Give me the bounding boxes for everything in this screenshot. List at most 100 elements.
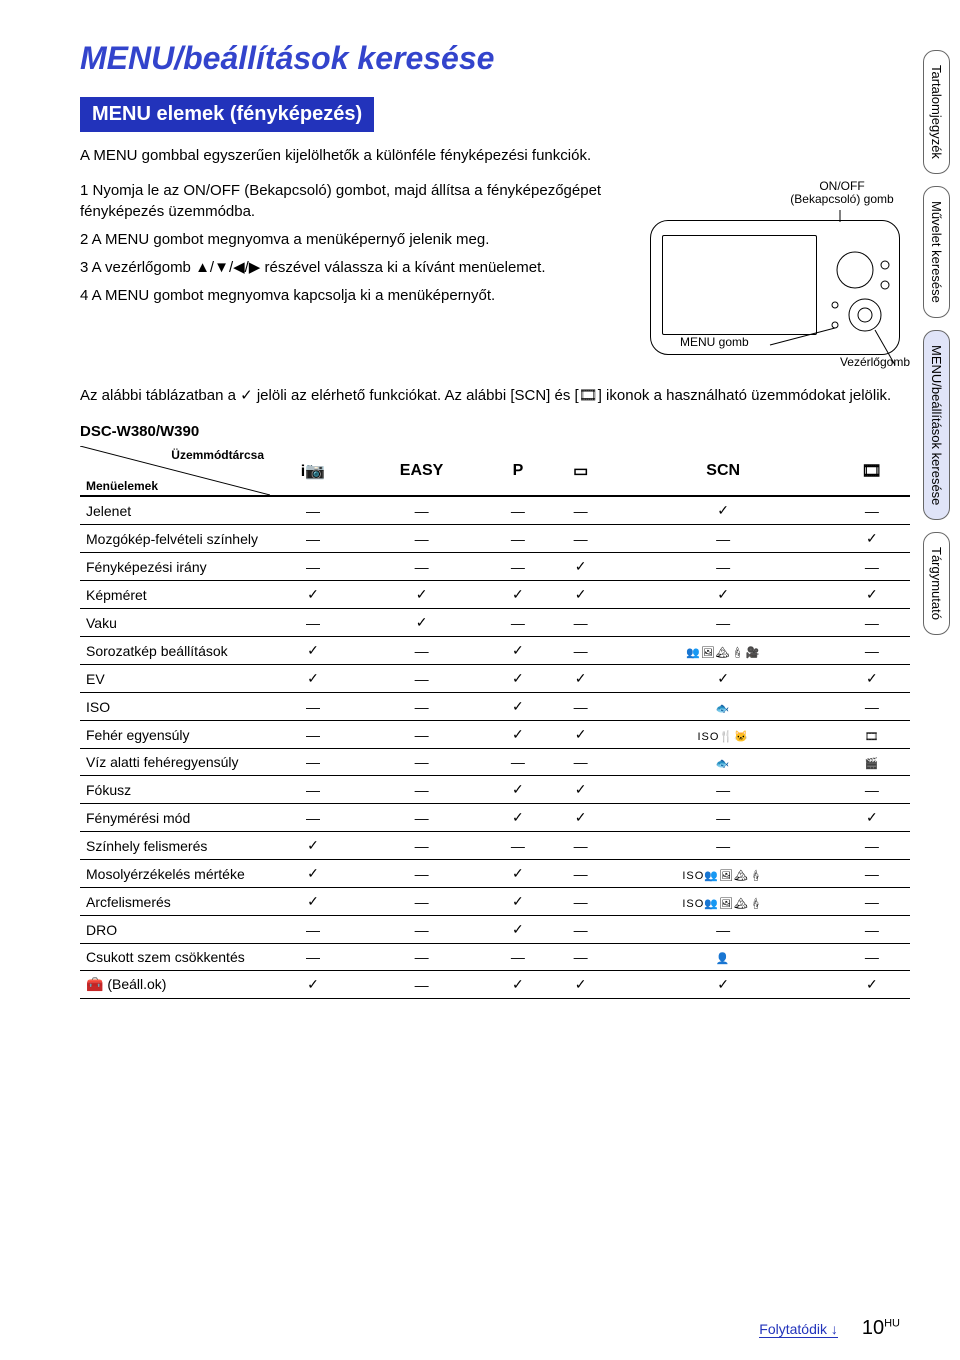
table-diag-header: Üzemmódtárcsa Menüelemek: [80, 446, 270, 496]
row-label: Fénymérési mód: [80, 804, 270, 832]
row-cell: ✓: [549, 776, 613, 804]
row-label: Fényképezési irány: [80, 553, 270, 581]
table-row: Fénymérési mód——✓✓—✓: [80, 804, 910, 832]
row-label: ISO: [80, 693, 270, 721]
row-label: 🧰 (Beáll.ok): [80, 971, 270, 999]
row-cell: —: [356, 749, 487, 776]
table-row: EV✓—✓✓✓✓: [80, 665, 910, 693]
row-label: Mozgókép-felvételi színhely: [80, 525, 270, 553]
row-cell: —: [834, 693, 910, 721]
row-cell: ✓: [270, 637, 356, 665]
row-cell: —: [613, 776, 834, 804]
row-cell: ✓: [834, 971, 910, 999]
tab-tartalomjegyzek[interactable]: Tartalomjegyzék: [923, 50, 950, 174]
row-cell: ✓: [613, 496, 834, 525]
row-cell: ISO🍴🐱: [613, 721, 834, 749]
row-cell: ✓: [549, 581, 613, 609]
row-cell: —: [356, 888, 487, 916]
row-cell: —: [549, 609, 613, 637]
row-cell: ✓: [487, 888, 548, 916]
table-row: Mozgókép-felvételi színhely—————✓: [80, 525, 910, 553]
row-cell: ✓: [270, 971, 356, 999]
note-text: Az alábbi táblázatban a ✓ jelöli az elér…: [80, 386, 910, 406]
row-cell: 🐟: [613, 749, 834, 776]
row-cell: —: [356, 971, 487, 999]
row-cell: —: [487, 553, 548, 581]
row-cell: —: [270, 609, 356, 637]
row-cell: —: [356, 916, 487, 944]
row-cell: —: [549, 888, 613, 916]
tab-targymutato[interactable]: Tárgymutató: [923, 532, 950, 635]
row-cell: ✓: [487, 637, 548, 665]
row-cell: ✓: [487, 581, 548, 609]
page-title: MENU/beállítások keresése: [80, 40, 910, 77]
direction-arrows-icon: ▲/▼/◀/▶: [195, 259, 260, 276]
row-cell: ✓: [270, 581, 356, 609]
row-cell: —: [487, 496, 548, 525]
row-label: Fókusz: [80, 776, 270, 804]
row-cell: —: [834, 776, 910, 804]
row-cell: —: [549, 693, 613, 721]
tab-menu-beallitasok[interactable]: MENU/beállítások keresése: [923, 330, 950, 520]
camera-diagram: ON/OFF (Bekapcsoló) gomb ME: [650, 180, 910, 380]
row-label: Arcfelismerés: [80, 888, 270, 916]
table-row: Fényképezési irány———✓——: [80, 553, 910, 581]
row-cell: —: [270, 525, 356, 553]
row-cell: —: [270, 749, 356, 776]
table-row: Képméret✓✓✓✓✓✓: [80, 581, 910, 609]
row-cell: ✓: [356, 581, 487, 609]
row-cell: ✓: [834, 665, 910, 693]
step-3-suffix: részével válassza ki a kívánt menüelemet…: [260, 259, 545, 276]
row-cell: —: [487, 525, 548, 553]
row-label: Színhely felismerés: [80, 832, 270, 860]
row-cell: 👤: [613, 944, 834, 971]
row-cell: —: [613, 553, 834, 581]
menu-gomb-label: MENU gomb: [680, 336, 749, 350]
row-cell: ✓: [487, 693, 548, 721]
row-cell: —: [356, 776, 487, 804]
table-row: Jelenet————✓—: [80, 496, 910, 525]
row-cell: —: [549, 860, 613, 888]
col-easy: EASY: [356, 446, 487, 496]
step-4: 4 A MENU gombot megnyomva kapcsolja ki a…: [80, 285, 634, 307]
row-cell: —: [613, 916, 834, 944]
row-cell: —: [356, 496, 487, 525]
row-cell: —: [613, 804, 834, 832]
row-cell: —: [613, 525, 834, 553]
table-row: 🧰 (Beáll.ok)✓—✓✓✓✓: [80, 971, 910, 999]
row-label: EV: [80, 665, 270, 693]
table-row: Csukott szem csökkentés————👤—: [80, 944, 910, 971]
row-cell: —: [356, 553, 487, 581]
row-cell: ✓: [487, 804, 548, 832]
continue-link[interactable]: Folytatódik ↓: [759, 1321, 838, 1338]
row-cell: —: [834, 888, 910, 916]
row-cell: —: [834, 637, 910, 665]
row-cell: —: [549, 832, 613, 860]
camera-screen-icon: [662, 235, 817, 335]
section-header: MENU elemek (fényképezés): [80, 97, 374, 132]
step-list: 1 Nyomja le az ON/OFF (Bekapcsoló) gombo…: [80, 180, 634, 307]
onoff-label: ON/OFF (Bekapcsoló) gomb: [782, 180, 902, 208]
row-cell: ✓: [356, 609, 487, 637]
row-cell: —: [549, 749, 613, 776]
row-cell: 🐟: [613, 693, 834, 721]
row-cell: —: [270, 693, 356, 721]
row-label: Fehér egyensúly: [80, 721, 270, 749]
row-cell: ✓: [549, 665, 613, 693]
row-cell: —: [487, 609, 548, 637]
row-label: Csukott szem csökkentés: [80, 944, 270, 971]
row-cell: —: [613, 609, 834, 637]
table-row: Arcfelismerés✓—✓—ISO👥🖼🏔🕯—: [80, 888, 910, 916]
down-arrow-icon: ↓: [831, 1321, 838, 1337]
page-number: 10HU: [862, 1317, 900, 1340]
step-2: 2 A MENU gombot megnyomva a menüképernyő…: [80, 229, 634, 251]
row-cell: —: [270, 944, 356, 971]
row-cell: —: [356, 804, 487, 832]
table-row: DRO——✓———: [80, 916, 910, 944]
row-cell: —: [270, 776, 356, 804]
tab-muvelet-keresese[interactable]: Művelet keresése: [923, 186, 950, 318]
row-cell: —: [270, 496, 356, 525]
feature-table: Üzemmódtárcsa Menüelemek i📷 EASY P ▭ SCN…: [80, 446, 910, 999]
row-cell: —: [487, 749, 548, 776]
step-3-prefix: 3 A vezérlőgomb: [80, 259, 195, 276]
